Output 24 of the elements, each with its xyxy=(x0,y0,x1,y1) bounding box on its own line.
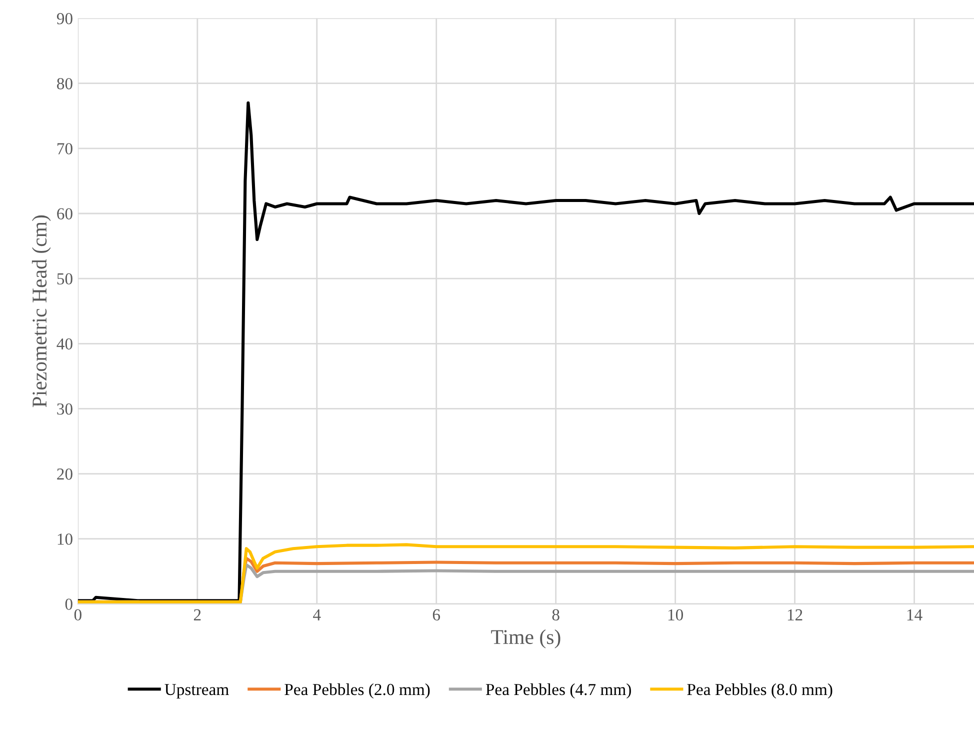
y-tick-label: 50 xyxy=(57,273,72,285)
x-tick-label: 12 xyxy=(788,609,802,620)
legend-label: Pea Pebbles (8.0 mm) xyxy=(687,683,832,699)
y-tick-label: 30 xyxy=(57,403,72,415)
legend-label: Upstream xyxy=(164,684,229,699)
y-tick-label: 80 xyxy=(57,78,72,90)
x-tick-label: 2 xyxy=(194,609,201,620)
legend-label: Pea Pebbles (4.7 mm) xyxy=(486,683,631,699)
y-axis-title: Piezometric Head (cm) xyxy=(32,215,51,408)
x-tick-label: 14 xyxy=(907,609,922,620)
y-tick-label: 90 xyxy=(56,13,72,24)
y-tick-label: 20 xyxy=(57,468,72,480)
y-tick-label: 40 xyxy=(56,338,72,350)
x-tick-label: 6 xyxy=(432,609,440,620)
y-tick-label: 0 xyxy=(65,598,72,610)
x-tick-label: 0 xyxy=(74,609,82,620)
x-tick-label: 4 xyxy=(313,609,321,620)
x-axis-title: Time (s) xyxy=(491,629,560,648)
x-tick-label: 8 xyxy=(552,609,560,620)
x-tick-label: 10 xyxy=(668,609,684,620)
y-tick-label: 60 xyxy=(57,208,72,220)
y-tick-label: 70 xyxy=(57,143,72,154)
y-tick-label: 10 xyxy=(58,534,72,545)
legend-label: Pea Pebbles (2.0 mm) xyxy=(284,683,430,699)
